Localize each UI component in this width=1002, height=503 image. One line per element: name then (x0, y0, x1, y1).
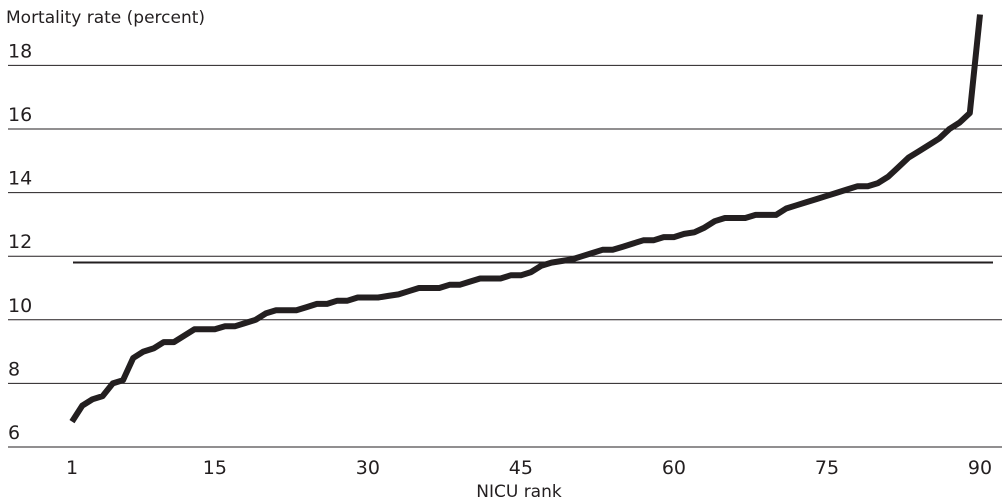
y-tick-label: 10 (8, 295, 32, 317)
y-tick-label: 16 (8, 104, 32, 126)
y-tick-label: 12 (8, 231, 32, 253)
y-tick-label: 8 (8, 358, 20, 380)
x-tick-labels: 1 15 30 45 60 75 90 (66, 457, 992, 479)
y-tick-label: 18 (8, 40, 32, 62)
x-tick-label: 90 (968, 457, 992, 479)
y-tick-label: 14 (8, 168, 32, 190)
x-axis-title: NICU rank (476, 482, 562, 502)
x-tick-label: 75 (815, 457, 839, 479)
x-tick-label: 1 (66, 457, 78, 479)
gridlines (8, 64, 1002, 448)
y-tick-label: 6 (8, 422, 20, 444)
x-tick-label: 15 (203, 457, 227, 479)
y-tick-labels: 6 8 10 12 14 16 18 (8, 40, 32, 444)
y-axis-title: Mortality rate (percent) (6, 8, 206, 28)
series-line-mortality (69, 14, 983, 424)
x-tick-label: 45 (509, 457, 533, 479)
x-tick-label: 30 (356, 457, 380, 479)
x-tick-label: 60 (662, 457, 686, 479)
